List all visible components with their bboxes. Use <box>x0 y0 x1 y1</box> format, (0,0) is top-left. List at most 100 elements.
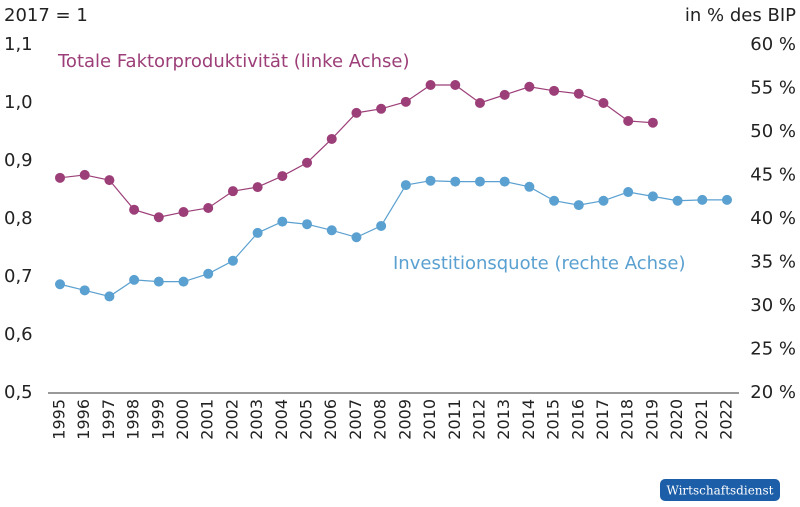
data-point <box>450 80 461 91</box>
data-point <box>252 182 263 193</box>
data-point <box>351 107 362 118</box>
y2-tick-label: 50 % <box>750 121 796 142</box>
y-tick-label: 0,8 <box>4 208 33 229</box>
data-point <box>376 103 387 114</box>
data-point <box>227 255 238 266</box>
data-point <box>573 200 584 211</box>
x-tick-label: 1999 <box>148 399 167 440</box>
y2-tick-label: 25 % <box>750 339 796 360</box>
x-tick-label: 2005 <box>297 399 316 440</box>
x-tick-label: 2008 <box>371 399 390 440</box>
data-point <box>425 175 436 186</box>
data-point <box>178 276 189 287</box>
data-point <box>647 191 658 202</box>
x-tick-label: 2020 <box>667 399 686 440</box>
data-point <box>623 115 634 126</box>
data-point <box>549 195 560 206</box>
y2-tick-label: 40 % <box>750 208 796 229</box>
data-point <box>178 207 189 218</box>
y2-tick-label: 60 % <box>750 34 796 55</box>
data-point <box>302 219 313 230</box>
y2-tick-label: 30 % <box>750 295 796 316</box>
x-tick-label: 1996 <box>74 399 93 440</box>
x-tick-label: 2014 <box>519 399 538 440</box>
data-point <box>598 98 609 108</box>
x-tick-label: 2013 <box>494 399 513 440</box>
data-point <box>203 268 214 279</box>
y-tick-label: 0,6 <box>4 324 33 345</box>
data-point <box>55 172 65 183</box>
x-tick-label: 2019 <box>642 399 661 440</box>
data-point <box>549 85 560 96</box>
series-line <box>59 84 653 218</box>
data-point <box>450 176 461 187</box>
x-tick-label: 2015 <box>544 399 563 440</box>
series-line <box>59 180 727 298</box>
x-tick-label: 2002 <box>222 399 241 440</box>
data-point <box>203 202 214 213</box>
data-point <box>598 195 609 206</box>
data-point <box>227 186 238 197</box>
series-annotation: Investitionsquote (rechte Achse) <box>393 253 685 274</box>
x-tick-label: 2011 <box>445 399 464 440</box>
data-point <box>474 176 485 187</box>
series-annotation: Totale Faktorproduktivität (linke Achse) <box>57 51 410 72</box>
data-point <box>277 171 288 182</box>
x-tick-label: 2007 <box>346 399 365 440</box>
data-point <box>722 194 732 205</box>
data-point <box>79 169 90 180</box>
data-point <box>104 291 115 302</box>
x-tick-label: 2022 <box>717 399 736 440</box>
data-point <box>277 216 288 227</box>
data-point <box>425 80 436 91</box>
data-point <box>55 279 65 290</box>
y2-tick-label: 45 % <box>750 165 796 186</box>
x-tick-label: 1995 <box>50 399 69 440</box>
data-point <box>400 96 411 107</box>
x-tick-label: 2003 <box>247 399 266 440</box>
data-point <box>129 274 140 285</box>
data-point <box>376 220 387 231</box>
y-unit-label: 2017 = 1 <box>4 5 88 26</box>
x-tick-label: 2018 <box>618 399 637 440</box>
y2-unit-label: in % des BIP <box>685 5 796 26</box>
data-point <box>697 194 708 205</box>
data-point <box>672 195 683 206</box>
data-point <box>524 81 535 92</box>
x-tick-label: 2004 <box>272 399 291 440</box>
data-point <box>499 176 510 187</box>
x-tick-label: 2016 <box>568 399 587 440</box>
data-point <box>326 225 337 236</box>
data-point <box>499 89 510 100</box>
data-point <box>647 117 658 128</box>
data-point <box>351 232 362 243</box>
y2-tick-label: 55 % <box>750 78 796 99</box>
data-point <box>474 98 485 108</box>
data-point <box>573 88 584 99</box>
data-point <box>524 181 535 192</box>
data-point <box>153 276 164 287</box>
y2-tick-label: 35 % <box>750 252 796 273</box>
x-tick-label: 2017 <box>593 399 612 440</box>
x-tick-label: 1997 <box>99 399 118 440</box>
y-tick-label: 0,5 <box>4 382 33 403</box>
data-point <box>153 212 164 223</box>
y2-tick-label: 20 % <box>750 382 796 403</box>
x-tick-label: 2009 <box>395 399 414 440</box>
x-tick-label: 2012 <box>469 399 488 440</box>
y-tick-label: 0,9 <box>4 150 33 171</box>
data-point <box>302 157 313 168</box>
data-point <box>326 133 337 144</box>
y-tick-label: 1,1 <box>4 34 33 55</box>
y-tick-label: 0,7 <box>4 266 33 287</box>
data-point <box>104 175 115 186</box>
x-tick-label: 2001 <box>198 399 217 440</box>
data-point <box>129 204 140 215</box>
data-point <box>623 187 634 198</box>
y-tick-label: 1,0 <box>4 92 33 113</box>
x-tick-label: 2010 <box>420 399 439 440</box>
x-tick-label: 2000 <box>173 399 192 440</box>
source-label: Wirtschaftsdienst <box>666 484 773 498</box>
